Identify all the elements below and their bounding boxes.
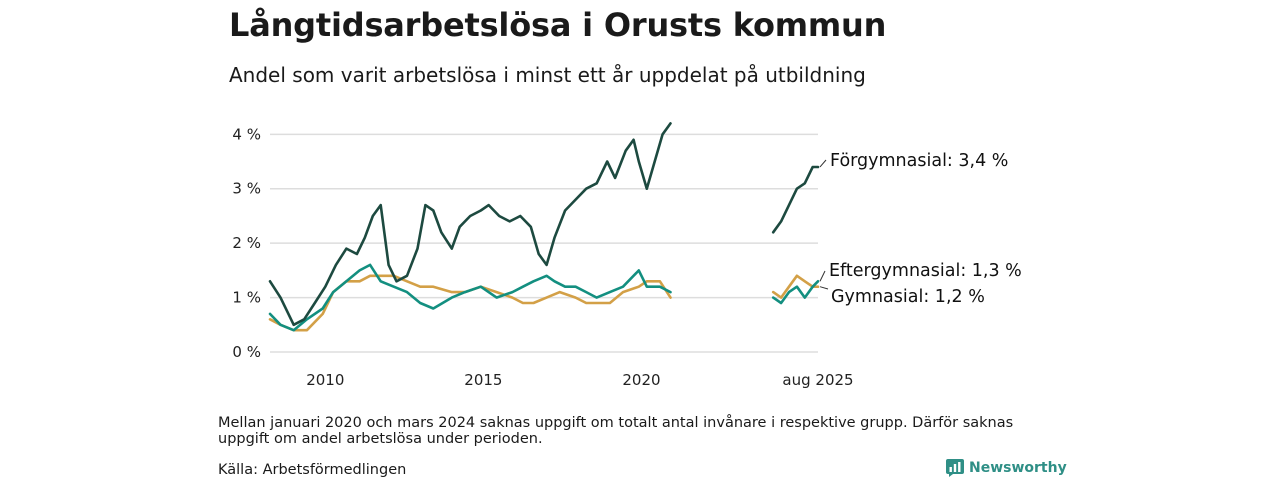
y-tick-label: 1 % <box>232 289 261 307</box>
brand-logo: Newsworthy <box>946 459 1067 477</box>
series-line-gymnasial-early <box>268 274 672 332</box>
series-label-eftergymnasial: Eftergymnasial: 1,3 % <box>829 261 1022 281</box>
series-line-förgymnasial-recent <box>771 165 820 234</box>
series-label-gymnasial: Gymnasial: 1,2 % <box>831 287 985 307</box>
x-tick-label: 2015 <box>464 371 502 389</box>
series-line-förgymnasial-early <box>268 122 672 327</box>
leader-line-gymnasial <box>819 286 829 290</box>
y-tick-label: 0 % <box>232 343 261 361</box>
x-tick-label: 2020 <box>622 371 660 389</box>
series-label-förgymnasial: Förgymnasial: 3,4 % <box>830 151 1008 171</box>
chart-subtitle: Andel som varit arbetslösa i minst ett å… <box>229 63 866 87</box>
x-tick-label: 2010 <box>306 371 344 389</box>
series-line-eftergymnasial-early <box>268 263 672 332</box>
y-tick-label: 3 % <box>232 180 261 198</box>
series-line-eftergymnasial-recent <box>771 280 820 305</box>
chart-title: Långtidsarbetslösa i Orusts kommun <box>229 6 887 44</box>
newsworthy-logo-icon <box>946 459 964 477</box>
y-tick-label: 4 % <box>232 125 261 143</box>
leader-line-eftergymnasial <box>819 270 826 282</box>
leader-line-förgymnasial <box>819 159 827 168</box>
data-gap-note: Mellan januari 2020 och mars 2024 saknas… <box>218 415 1014 447</box>
source-text: Källa: Arbetsförmedlingen <box>218 462 407 478</box>
x-tick-label: aug 2025 <box>782 371 853 389</box>
y-tick-label: 2 % <box>232 234 261 252</box>
brand-name: Newsworthy <box>969 460 1067 476</box>
